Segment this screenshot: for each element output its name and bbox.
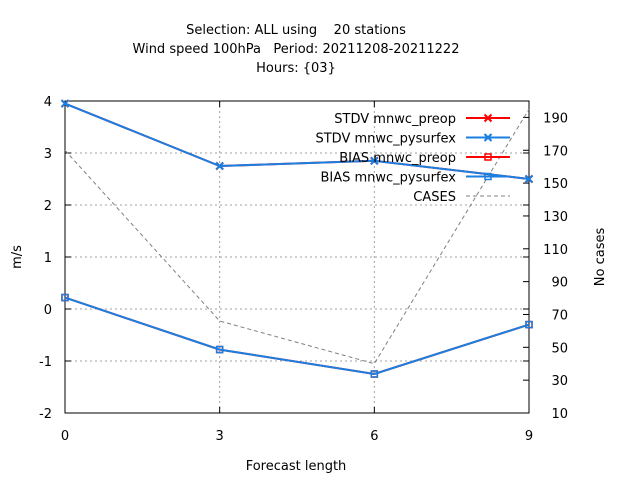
data-point xyxy=(525,320,533,329)
legend-marker xyxy=(484,153,492,161)
y2-tick-label: 110 xyxy=(543,243,568,258)
y-tick-label: 0 xyxy=(44,303,52,318)
series-line-4 xyxy=(64,108,530,365)
y2-tick-label: 30 xyxy=(551,374,568,389)
legend-marker xyxy=(483,133,493,142)
legend-marker-stroke xyxy=(483,113,493,123)
legend-label: BIAS mnwc_pysurfex xyxy=(320,171,456,186)
series-layer xyxy=(60,99,534,378)
data-point xyxy=(215,161,224,171)
legend-label: BIAS mnwc_preop xyxy=(339,151,456,166)
x-tick-label: 9 xyxy=(525,429,533,444)
y2-tick-label: 70 xyxy=(551,308,568,323)
legend-label: STDV mnwc_preop xyxy=(334,112,456,127)
series-line-1 xyxy=(64,102,530,180)
y2-tick-label: 150 xyxy=(543,177,568,192)
legend: STDV mnwc_preop STDV mnwc_pysurfex BIAS mn… xyxy=(315,112,510,205)
y2-tick-label: 90 xyxy=(551,276,568,291)
y-tick-label: 1 xyxy=(44,251,52,266)
y-tick-label: 3 xyxy=(44,147,52,162)
y2-tick-label: 170 xyxy=(543,144,568,159)
legend-label: STDV mnwc_pysurfex xyxy=(315,132,456,147)
x-tick-label: 0 xyxy=(61,429,69,444)
series-line-3 xyxy=(64,296,530,376)
legend-marker xyxy=(483,113,493,123)
y2-axis-label: No cases xyxy=(593,228,608,287)
legend-marker-stroke xyxy=(483,133,493,142)
chart-title: Selection: ALL using 20 stations Wind sp… xyxy=(133,23,460,76)
data-point-stroke xyxy=(60,99,70,108)
data-point xyxy=(61,293,69,302)
axes: -2 -1 0 1 2 3 4 10 30 50 70 90 110 130 150 170 190 0 3 6 9 xyxy=(39,95,568,444)
title-line-1: Selection: ALL using 20 stations xyxy=(186,23,406,38)
data-point-stroke xyxy=(370,156,379,166)
y-tick-label: 4 xyxy=(44,95,52,110)
y2-tick-label: 10 xyxy=(551,407,568,422)
data-point xyxy=(370,156,379,166)
data-point xyxy=(215,345,224,354)
legend-marker xyxy=(484,172,492,181)
data-point xyxy=(524,174,534,184)
grid xyxy=(65,101,529,413)
data-point xyxy=(370,370,379,378)
x-axis-label: Forecast length xyxy=(246,459,347,474)
legend-label: CASES xyxy=(413,190,456,205)
title-line-3: Hours: {03} xyxy=(256,61,336,76)
data-point-stroke xyxy=(215,161,224,171)
y-axis-label: m/s xyxy=(10,245,25,269)
x-tick-label: 6 xyxy=(370,429,378,444)
title-line-2: Wind speed 100hPa Period: 20211208-20211… xyxy=(133,42,460,57)
y2-tick-label: 190 xyxy=(543,111,568,126)
data-point xyxy=(60,99,70,108)
y-tick-label: -1 xyxy=(39,355,52,370)
y-tick-label: -2 xyxy=(39,407,52,422)
y-tick-label: 2 xyxy=(44,199,52,214)
y2-tick-label: 50 xyxy=(551,341,568,356)
series-line-0 xyxy=(64,102,530,180)
data-point-stroke xyxy=(524,174,534,184)
x-tick-label: 3 xyxy=(216,429,224,444)
y2-tick-label: 130 xyxy=(543,210,568,225)
